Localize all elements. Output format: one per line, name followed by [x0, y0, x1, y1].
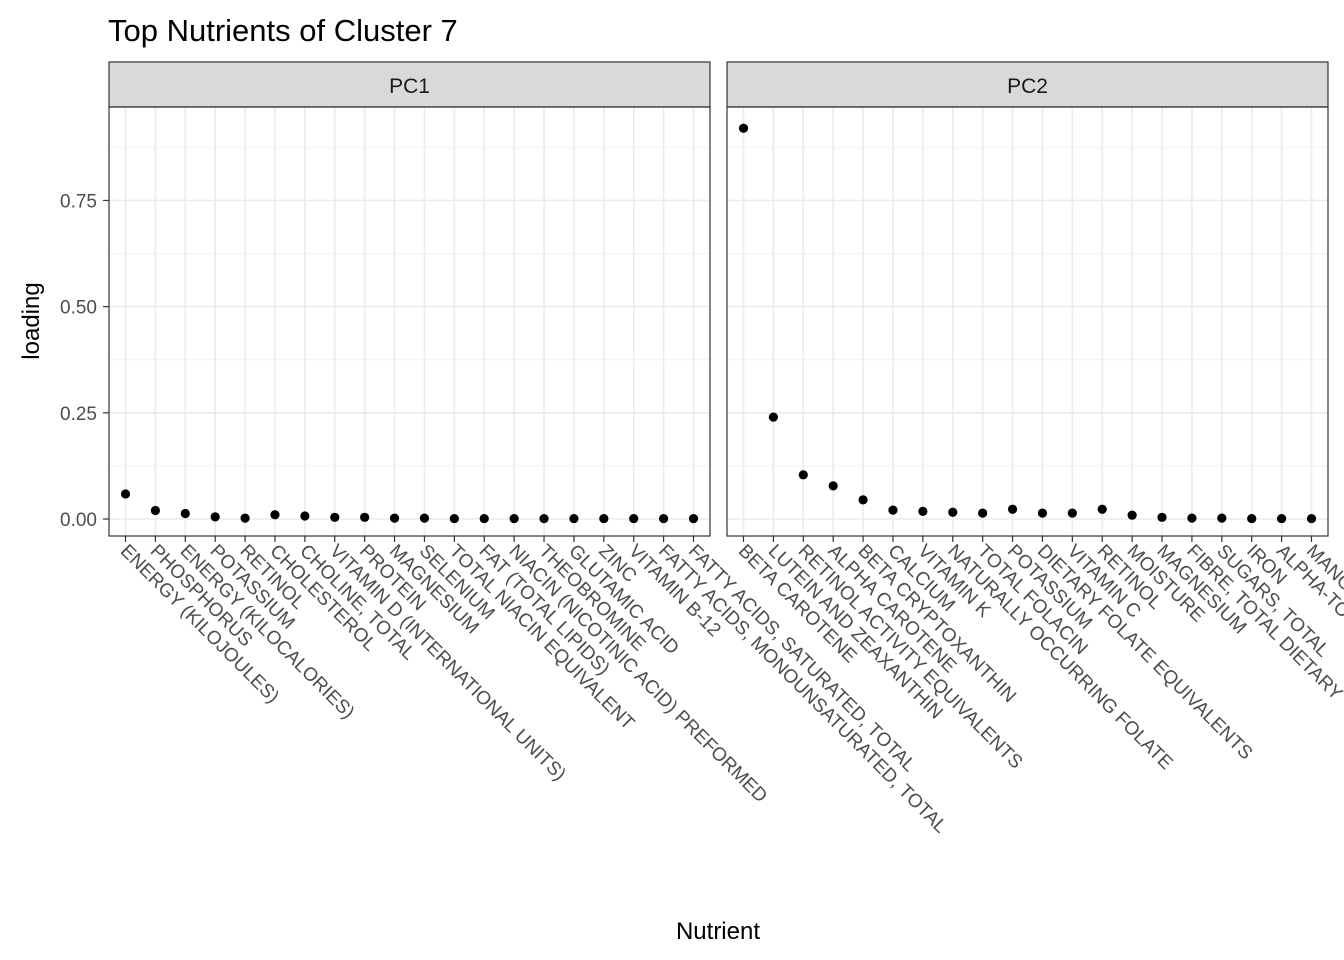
data-point — [180, 508, 190, 519]
data-point — [858, 495, 868, 505]
data-point — [569, 513, 579, 524]
data-point — [330, 512, 340, 522]
data-point — [659, 513, 669, 524]
data-point — [1277, 513, 1287, 524]
data-point — [1037, 508, 1048, 518]
panel-border — [726, 106, 1329, 537]
data-point — [539, 513, 549, 524]
data-point — [270, 510, 280, 520]
data-point — [1067, 508, 1077, 518]
data-point — [1187, 513, 1197, 523]
data-point — [629, 513, 639, 524]
data-point — [599, 513, 609, 524]
data-point — [948, 507, 958, 517]
data-point — [918, 506, 928, 516]
data-point — [210, 512, 220, 522]
data-point — [509, 513, 519, 524]
data-point — [768, 412, 778, 422]
data-point — [828, 481, 838, 491]
facet-strip — [108, 61, 711, 108]
data-point — [479, 513, 489, 524]
data-point — [419, 513, 430, 523]
panel-background — [727, 107, 1328, 536]
data-point — [888, 505, 898, 515]
y-tick-label: 0.00 — [60, 510, 97, 531]
y-axis: 0.00 0.25 0.50 0.75 — [60, 191, 109, 531]
data-point — [1306, 513, 1317, 524]
data-point — [240, 513, 250, 523]
data-point — [120, 489, 131, 499]
data-point — [1157, 512, 1167, 522]
y-axis-title: loading — [18, 282, 45, 359]
data-point — [1097, 504, 1107, 514]
chart-title: Top Nutrients of Cluster 7 — [108, 13, 458, 48]
data-point — [798, 470, 808, 480]
facet-strip — [726, 61, 1329, 108]
x-axis-title: Nutrient — [676, 918, 760, 945]
data-point — [1007, 504, 1018, 514]
data-point — [1247, 513, 1257, 524]
y-tick-label: 0.75 — [60, 191, 97, 212]
data-point — [150, 505, 160, 516]
y-tick-label: 0.50 — [60, 298, 97, 319]
data-point — [300, 511, 310, 521]
facet-strip-label: PC1 — [389, 75, 430, 98]
panel-background — [109, 107, 710, 536]
facet-strip-label: PC2 — [1007, 75, 1048, 98]
data-point — [738, 123, 749, 133]
panel-border — [108, 106, 711, 537]
y-tick-label: 0.25 — [60, 404, 97, 425]
data-point — [389, 513, 400, 523]
data-point — [360, 512, 370, 522]
data-point — [978, 508, 988, 518]
data-point — [688, 513, 699, 524]
data-point — [1127, 510, 1137, 520]
data-point — [1217, 513, 1227, 523]
data-point — [449, 513, 459, 524]
